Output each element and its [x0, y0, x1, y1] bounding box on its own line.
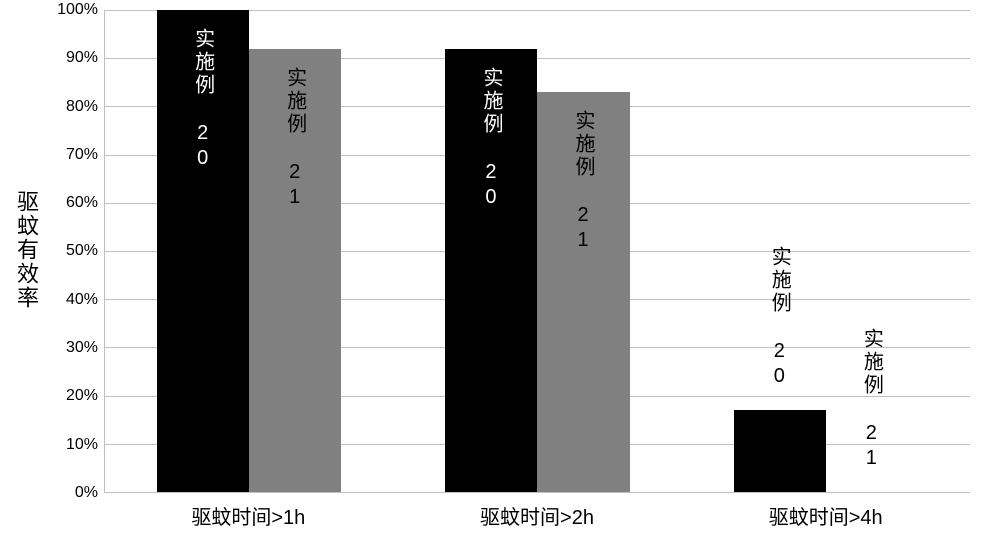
- x-tick: 驱蚊时间>2h: [393, 501, 682, 530]
- bar-group: 实施例 20 实施例 21: [682, 10, 970, 492]
- bar-series-2: 实施例 21: [537, 92, 629, 492]
- bar-series-2: 实施例 21: [249, 49, 341, 492]
- bar-label: 实施例 21: [857, 328, 886, 472]
- bar-label: 实施例 20: [189, 28, 218, 172]
- bar-series-1: 实施例 20: [734, 410, 826, 492]
- x-tick: 驱蚊时间>1h: [104, 501, 393, 530]
- y-axis-title: 驱蚊有效率: [10, 190, 52, 310]
- bar-label: 实施例 21: [281, 67, 310, 211]
- bar-label: 实施例 21: [569, 110, 598, 254]
- bar-label: 实施例 20: [477, 67, 506, 211]
- x-axis-ticks: 驱蚊时间>1h 驱蚊时间>2h 驱蚊时间>4h: [52, 501, 970, 530]
- plot-area: 实施例 20 实施例 21 实施例 20 实施例 21: [104, 10, 970, 493]
- bar-group: 实施例 20 实施例 21: [393, 10, 681, 492]
- plot-wrapper: 0% 10% 20% 30% 40% 50% 60% 70% 80% 90% 1…: [52, 10, 970, 493]
- bar-series-1: 实施例 20: [445, 49, 537, 492]
- chart-container: 驱蚊有效率 0% 10% 20% 30% 40% 50% 60% 70% 80%…: [0, 0, 1000, 540]
- chart-area: 0% 10% 20% 30% 40% 50% 60% 70% 80% 90% 1…: [52, 10, 970, 530]
- x-tick: 驱蚊时间>4h: [681, 501, 970, 530]
- y-axis-ticks: 0% 10% 20% 30% 40% 50% 60% 70% 80% 90% 1…: [52, 10, 104, 493]
- bar-label: 实施例 20: [765, 246, 794, 390]
- bar-group: 实施例 20 实施例 21: [105, 10, 393, 492]
- bar-series-1: 实施例 20: [157, 10, 249, 492]
- bars-layer: 实施例 20 实施例 21 实施例 20 实施例 21: [105, 10, 970, 492]
